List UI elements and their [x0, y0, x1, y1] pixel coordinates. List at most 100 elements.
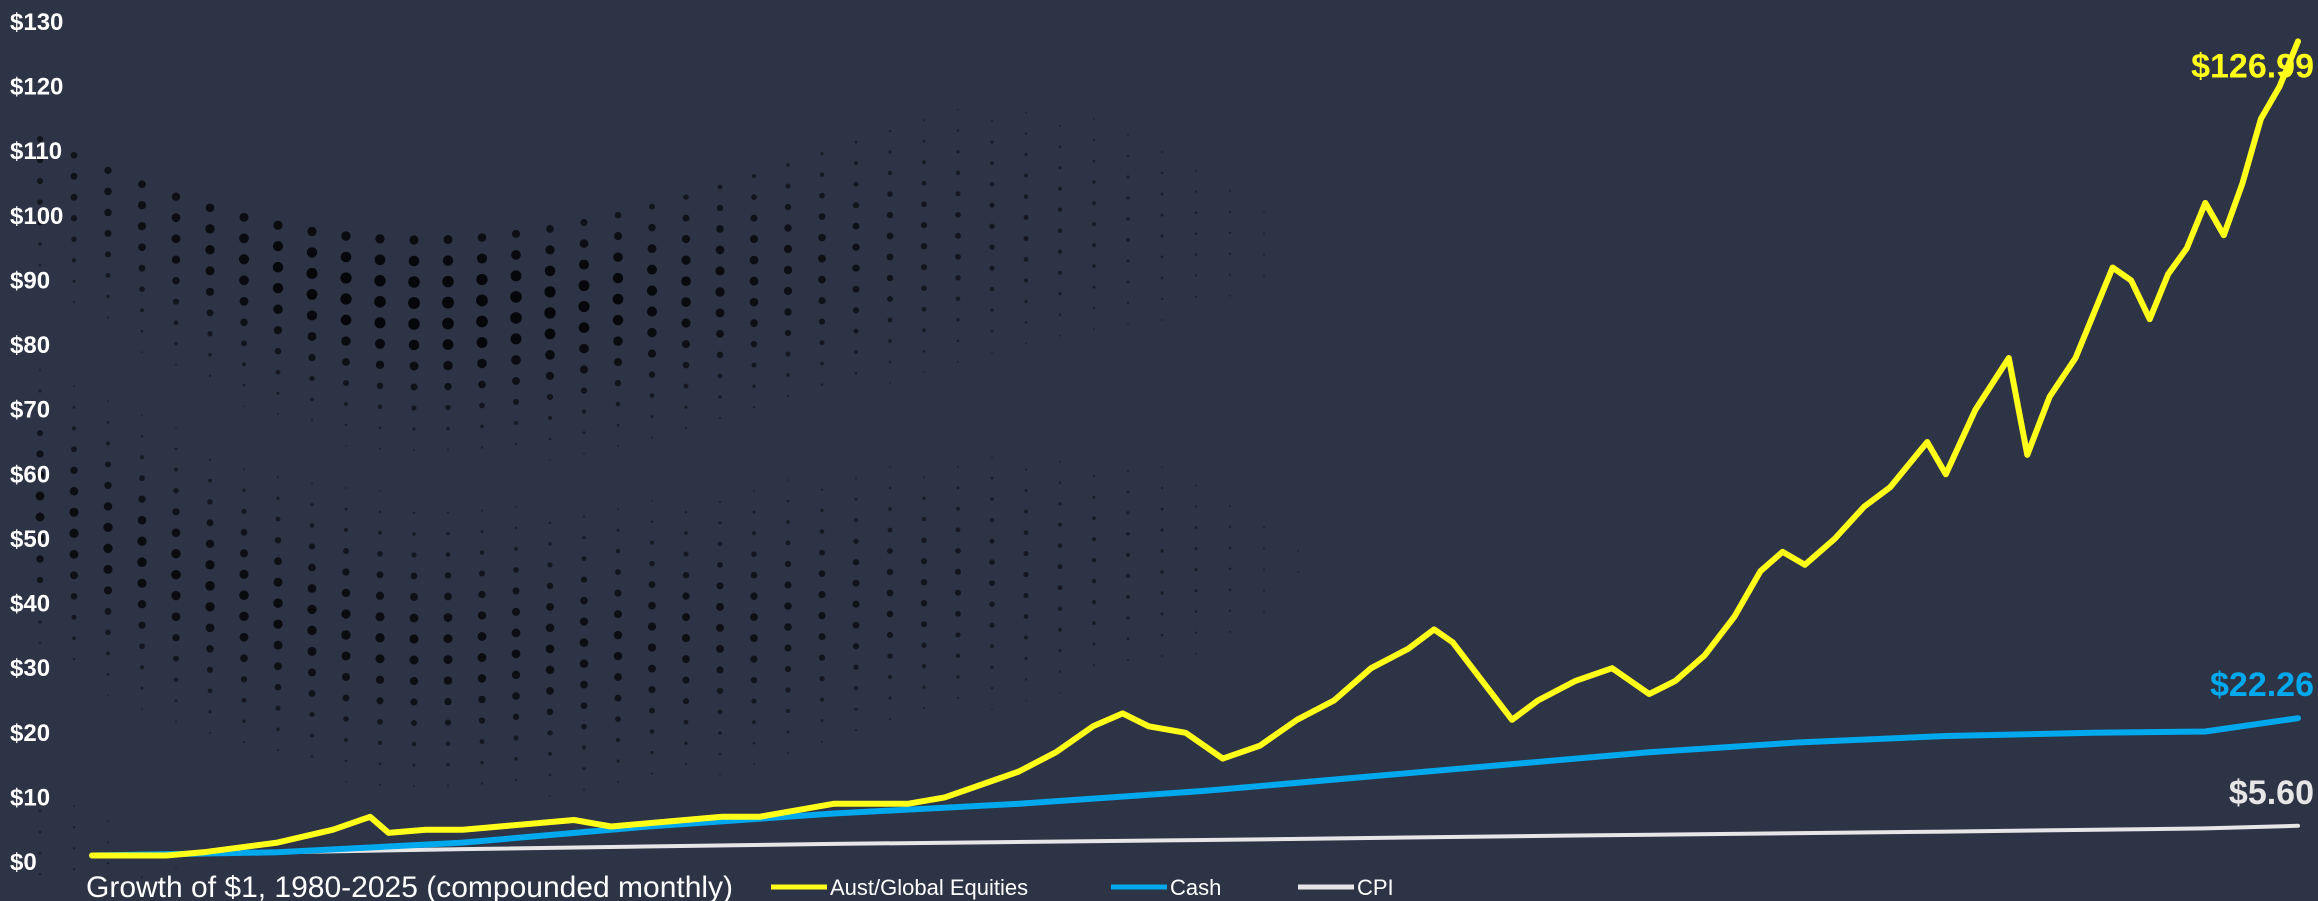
background-dot	[35, 512, 45, 522]
background-dot	[651, 436, 653, 439]
background-dot	[785, 540, 791, 546]
background-dot	[1092, 642, 1096, 646]
background-dot	[378, 510, 382, 514]
background-dot	[1297, 550, 1299, 552]
background-dot	[1092, 264, 1096, 268]
background-dot	[1160, 591, 1164, 595]
background-dot	[922, 139, 926, 143]
background-dot	[548, 751, 552, 756]
chart-caption: Growth of $1, 1980-2025 (compounded mont…	[86, 871, 733, 901]
background-dot	[1057, 228, 1063, 233]
background-dot	[480, 446, 484, 449]
background-dot	[443, 613, 453, 622]
background-dot	[1092, 306, 1096, 310]
background-dot	[1126, 217, 1130, 221]
background-dot	[991, 708, 993, 711]
background-dot	[820, 488, 824, 491]
background-dot	[1091, 536, 1097, 542]
background-dot	[37, 598, 43, 604]
background-dot	[479, 739, 485, 744]
background-dot	[955, 296, 961, 302]
y-tick-label: $130	[10, 9, 63, 36]
background-dot	[855, 477, 857, 480]
background-dot	[784, 224, 792, 232]
background-dot	[1024, 488, 1028, 493]
background-dot	[1126, 616, 1130, 620]
y-tick-label: $100	[10, 203, 63, 230]
background-dot	[72, 301, 76, 304]
background-dot	[1126, 280, 1130, 284]
background-dot	[445, 741, 451, 746]
background-dot	[340, 251, 352, 263]
background-dot	[105, 441, 111, 446]
background-dot	[103, 502, 113, 511]
background-dot	[957, 108, 959, 111]
background-dot	[684, 531, 688, 535]
background-dot	[989, 244, 995, 250]
background-dot	[510, 270, 522, 282]
background-dot	[886, 568, 894, 576]
background-dot	[71, 614, 77, 620]
background-dot	[548, 542, 552, 546]
background-dot	[140, 686, 144, 690]
background-dot	[682, 361, 690, 369]
background-dot	[410, 593, 418, 601]
background-dot	[69, 528, 79, 538]
background-dot	[786, 163, 790, 167]
background-dot	[580, 702, 588, 709]
background-dot	[409, 634, 419, 644]
background-dot	[990, 329, 994, 333]
background-dot	[38, 242, 42, 246]
background-dot	[39, 285, 41, 287]
background-dot	[783, 244, 793, 254]
background-dot	[446, 784, 450, 787]
background-dot	[854, 161, 858, 166]
background-dot	[1024, 173, 1028, 178]
background-dot	[818, 275, 826, 284]
background-dot	[480, 760, 484, 765]
background-dot	[238, 254, 250, 265]
background-dot	[1160, 297, 1164, 301]
background-dot	[786, 730, 790, 734]
background-dot	[375, 612, 385, 622]
background-dot	[307, 668, 317, 677]
background-dot	[239, 549, 249, 558]
background-dot	[106, 316, 110, 319]
background-dot	[579, 638, 589, 647]
background-dot	[681, 318, 691, 328]
background-dot	[207, 499, 213, 505]
background-dot	[410, 383, 418, 391]
background-dot	[751, 551, 757, 557]
background-dot	[1161, 151, 1163, 153]
background-dot	[752, 741, 756, 745]
background-dot	[852, 643, 860, 650]
background-dot	[647, 244, 657, 254]
background-dot	[921, 201, 927, 208]
background-dot	[545, 350, 555, 360]
background-dot	[886, 253, 894, 261]
background-dot	[141, 414, 143, 417]
background-dot	[37, 409, 43, 415]
background-dot	[921, 306, 927, 312]
background-dot	[206, 666, 214, 673]
background-dot	[921, 537, 927, 543]
background-dot	[105, 629, 111, 636]
background-dot	[750, 592, 758, 600]
background-dot	[513, 567, 519, 573]
background-dot	[310, 755, 314, 758]
background-dot	[343, 401, 349, 407]
background-dot	[239, 212, 249, 222]
background-dot	[718, 752, 722, 756]
background-dot	[1194, 568, 1198, 572]
background-dot	[343, 527, 349, 533]
background-dot	[444, 572, 452, 579]
background-dot	[513, 546, 519, 551]
background-dot	[37, 199, 43, 205]
background-dot	[36, 555, 44, 563]
background-dot	[647, 264, 657, 275]
background-dot	[480, 424, 484, 429]
background-dot	[171, 528, 181, 537]
background-dot	[1058, 481, 1062, 485]
background-dot	[956, 506, 960, 511]
background-dot	[718, 521, 722, 525]
